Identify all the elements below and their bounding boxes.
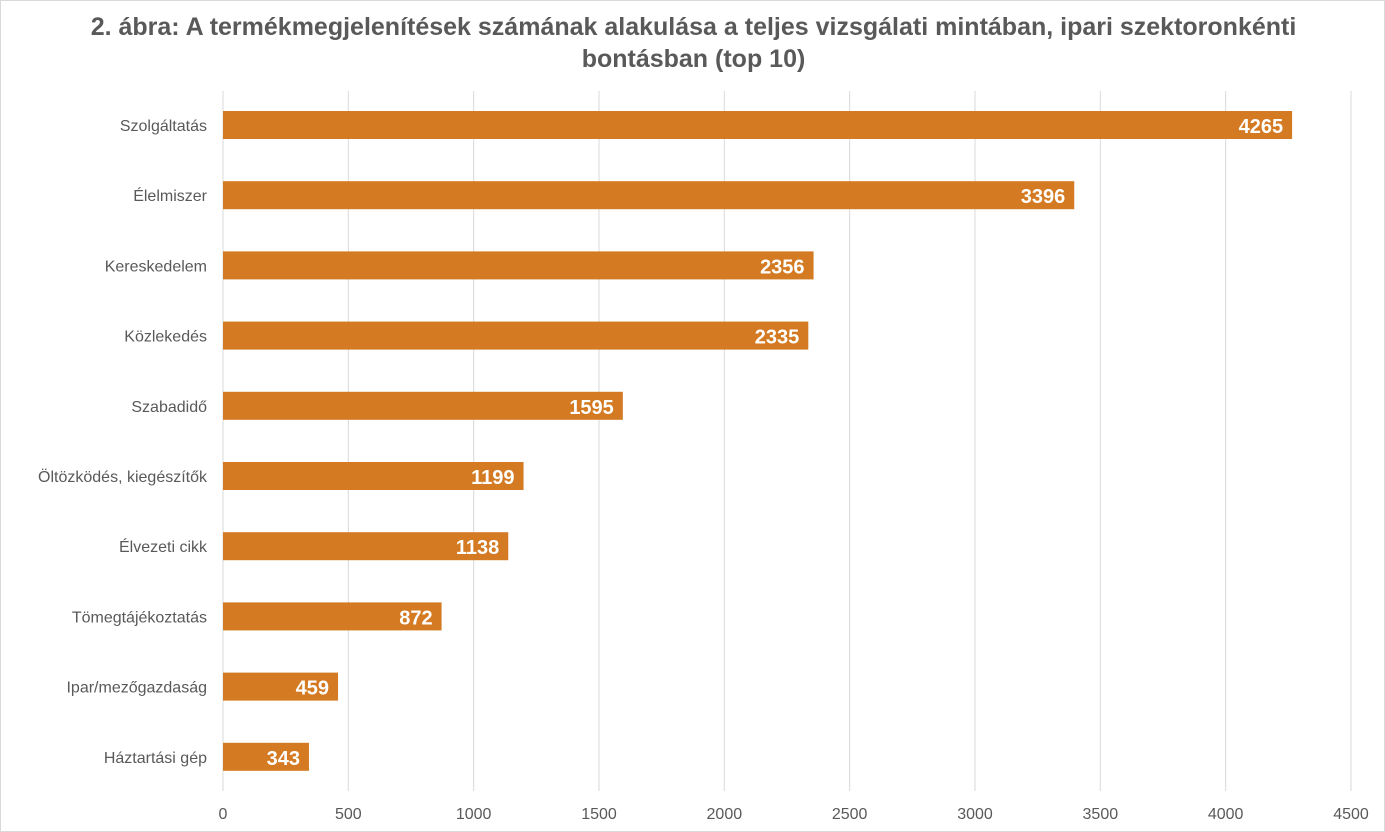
bar bbox=[223, 181, 1075, 210]
bars bbox=[223, 111, 1293, 771]
category-label: Szabadidő bbox=[131, 399, 207, 416]
data-label: 872 bbox=[399, 607, 432, 629]
category-label: Öltözködés, kiegészítők bbox=[38, 468, 208, 486]
x-tick-label: 500 bbox=[335, 806, 362, 823]
data-label: 1138 bbox=[456, 537, 499, 559]
bar bbox=[223, 111, 1293, 139]
bar bbox=[223, 462, 524, 490]
data-label: 1199 bbox=[471, 467, 514, 489]
x-tick-label: 0 bbox=[219, 806, 228, 823]
x-tick-label: 3500 bbox=[1083, 806, 1119, 823]
x-tick-label: 3000 bbox=[957, 806, 993, 823]
x-tick-label: 1000 bbox=[456, 806, 492, 823]
data-label: 4265 bbox=[1239, 116, 1284, 138]
labels: 0 500 1000 1500 2000 2500 3000 3500 4000 4500 Szol… bbox=[38, 116, 1369, 823]
bar bbox=[223, 532, 509, 561]
data-label: 459 bbox=[296, 678, 329, 700]
data-label: 2356 bbox=[760, 256, 805, 278]
bar bbox=[223, 672, 339, 701]
data-label: 2335 bbox=[755, 327, 800, 349]
x-tick-label: 4500 bbox=[1333, 806, 1369, 823]
data-label: 343 bbox=[267, 748, 300, 770]
category-label: Kereskedelem bbox=[105, 258, 207, 275]
x-tick-label: 2000 bbox=[707, 806, 743, 823]
bar bbox=[223, 391, 623, 420]
bar bbox=[223, 602, 442, 631]
bar bbox=[223, 742, 309, 771]
x-tick-label: 1500 bbox=[581, 806, 617, 823]
x-tick-label: 2500 bbox=[832, 806, 868, 823]
chart-title: 2. ábra: A termékmegjelenítések számának… bbox=[90, 13, 1297, 73]
category-label: Háztartási gép bbox=[104, 750, 207, 767]
category-label: Ipar/mezőgazdaság bbox=[66, 680, 207, 697]
category-label: Közlekedés bbox=[124, 329, 207, 346]
bar bbox=[223, 321, 809, 350]
bar bbox=[223, 251, 814, 280]
category-label: Szolgáltatás bbox=[120, 118, 207, 135]
data-label: 3396 bbox=[1021, 186, 1066, 208]
category-label: Élelmiszer bbox=[133, 186, 207, 205]
x-tick-label: 4000 bbox=[1208, 806, 1244, 823]
category-label: Tömegtájékoztatás bbox=[72, 609, 207, 626]
category-label: Élvezeti cikk bbox=[119, 537, 208, 556]
data-label: 1595 bbox=[569, 397, 614, 419]
